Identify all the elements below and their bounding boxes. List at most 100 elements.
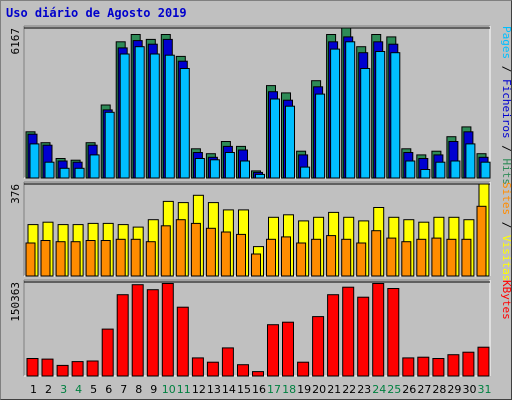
bar-sites-day-16 (251, 253, 261, 277)
bar-pages-day-23 (360, 68, 371, 179)
bar-pages-day-6 (104, 111, 115, 179)
x-tick-label-10: 10 (162, 383, 176, 396)
legend-entry-1-1: Pages (500, 26, 512, 59)
bar-kbytes-day-22 (342, 286, 355, 377)
bar-pages-day-29 (450, 160, 461, 179)
bar-sites-day-6 (100, 240, 111, 277)
bar-pages-day-30 (465, 143, 476, 179)
legend-entry-3-1: KBytes (500, 280, 512, 320)
bar-kbytes-day-6 (101, 328, 114, 377)
bar-sites-day-22 (341, 238, 352, 277)
bar-sites-day-2 (40, 240, 51, 277)
bar-sites-day-21 (326, 235, 337, 277)
x-tick-label-17: 17 (267, 383, 281, 396)
x-tick-label-24: 24 (372, 383, 386, 396)
x-tick-label-13: 13 (207, 383, 221, 396)
bar-sites-day-29 (446, 238, 457, 277)
bar-sites-day-1 (25, 242, 36, 277)
bar-pages-day-14 (224, 152, 235, 179)
legend-entry-1-5: Hits (500, 158, 512, 185)
x-tick-label-16: 16 (252, 383, 266, 396)
bar-pages-day-19 (300, 166, 311, 179)
x-tick-label-30: 30 (463, 383, 477, 396)
x-tick-label-7: 7 (120, 383, 127, 396)
x-tick-label-14: 14 (222, 383, 236, 396)
bar-kbytes-day-7 (116, 294, 129, 377)
x-tick-label-18: 18 (282, 383, 296, 396)
x-tick-label-27: 27 (417, 383, 431, 396)
y-max-label-2: 376 (9, 184, 22, 204)
bar-pages-day-18 (285, 105, 295, 179)
bar-kbytes-day-29 (447, 354, 460, 377)
bar-pages-day-26 (405, 160, 416, 179)
bar-kbytes-day-3 (56, 364, 69, 377)
bar-kbytes-day-23 (357, 296, 370, 377)
x-tick-label-19: 19 (297, 383, 311, 396)
bar-pages-day-7 (119, 53, 130, 179)
bar-pages-day-9 (149, 53, 160, 179)
bar-pages-day-15 (240, 160, 250, 179)
bar-sites-day-31 (476, 205, 487, 277)
x-tick-label-11: 11 (177, 383, 191, 396)
bar-pages-day-4 (74, 167, 85, 179)
bar-kbytes-day-24 (372, 283, 385, 377)
bar-kbytes-day-17 (267, 324, 279, 377)
bar-pages-day-17 (270, 98, 280, 179)
page-title: Uso diário de Agosto 2019 (6, 6, 187, 20)
bar-pages-day-1 (29, 143, 40, 179)
bar-pages-day-3 (59, 167, 70, 179)
bar-kbytes-day-19 (297, 361, 310, 377)
x-tick-label-20: 20 (312, 383, 326, 396)
legend-entry-1-3: Ficheiros (500, 79, 512, 139)
x-tick-label-1: 1 (30, 383, 37, 396)
bar-kbytes-day-16 (252, 371, 264, 377)
x-tick-label-9: 9 (150, 383, 157, 396)
x-tick-label-26: 26 (402, 383, 416, 396)
bar-kbytes-day-26 (402, 357, 415, 377)
x-tick-label-28: 28 (432, 383, 446, 396)
x-tick-label-3: 3 (60, 383, 67, 396)
bar-sites-day-5 (85, 240, 96, 277)
bar-pages-day-31 (480, 161, 491, 179)
bar-kbytes-day-13 (206, 361, 219, 377)
bar-kbytes-day-1 (26, 358, 39, 377)
y-max-label-3: 150363 (9, 282, 22, 322)
bar-sites-day-9 (145, 241, 156, 277)
bar-kbytes-day-12 (191, 357, 204, 377)
bar-sites-day-15 (236, 233, 246, 277)
bar-sites-day-3 (55, 241, 66, 277)
legend-entry-2-1: Sites (500, 182, 512, 215)
legend-entry-1-4: / (500, 139, 512, 159)
bar-kbytes-day-31 (477, 346, 490, 377)
bar-sites-day-28 (431, 237, 442, 277)
bar-pages-day-25 (390, 52, 401, 179)
y-max-label-1: 6167 (9, 28, 22, 55)
bar-sites-day-18 (281, 236, 291, 277)
bar-pages-day-8 (134, 46, 145, 179)
bar-sites-day-27 (416, 238, 427, 277)
bar-sites-day-20 (311, 238, 322, 277)
bar-kbytes-day-2 (41, 358, 54, 377)
bar-kbytes-day-14 (221, 347, 234, 377)
bar-sites-day-8 (130, 238, 141, 277)
x-tick-label-29: 29 (447, 383, 461, 396)
legend-entry-2-2: / (500, 215, 512, 235)
bar-pages-day-11 (179, 68, 190, 179)
bar-kbytes-day-27 (417, 356, 430, 377)
legend-1: Pages / Ficheiros / Hits (500, 26, 512, 185)
x-tick-label-22: 22 (342, 383, 356, 396)
bar-sites-day-26 (401, 241, 412, 277)
bar-sites-day-4 (70, 241, 81, 277)
bar-kbytes-day-11 (176, 306, 189, 377)
bar-pages-day-20 (315, 93, 326, 179)
bar-kbytes-day-30 (462, 351, 475, 377)
bar-pages-day-13 (209, 159, 220, 179)
bar-sites-day-13 (205, 227, 216, 277)
bar-pages-day-10 (164, 54, 175, 179)
legend-2: Sites / Visitas (500, 182, 512, 281)
bar-kbytes-day-10 (161, 283, 174, 377)
bar-pages-day-2 (44, 161, 55, 179)
x-tick-label-5: 5 (90, 383, 97, 396)
bar-kbytes-day-21 (327, 294, 340, 377)
